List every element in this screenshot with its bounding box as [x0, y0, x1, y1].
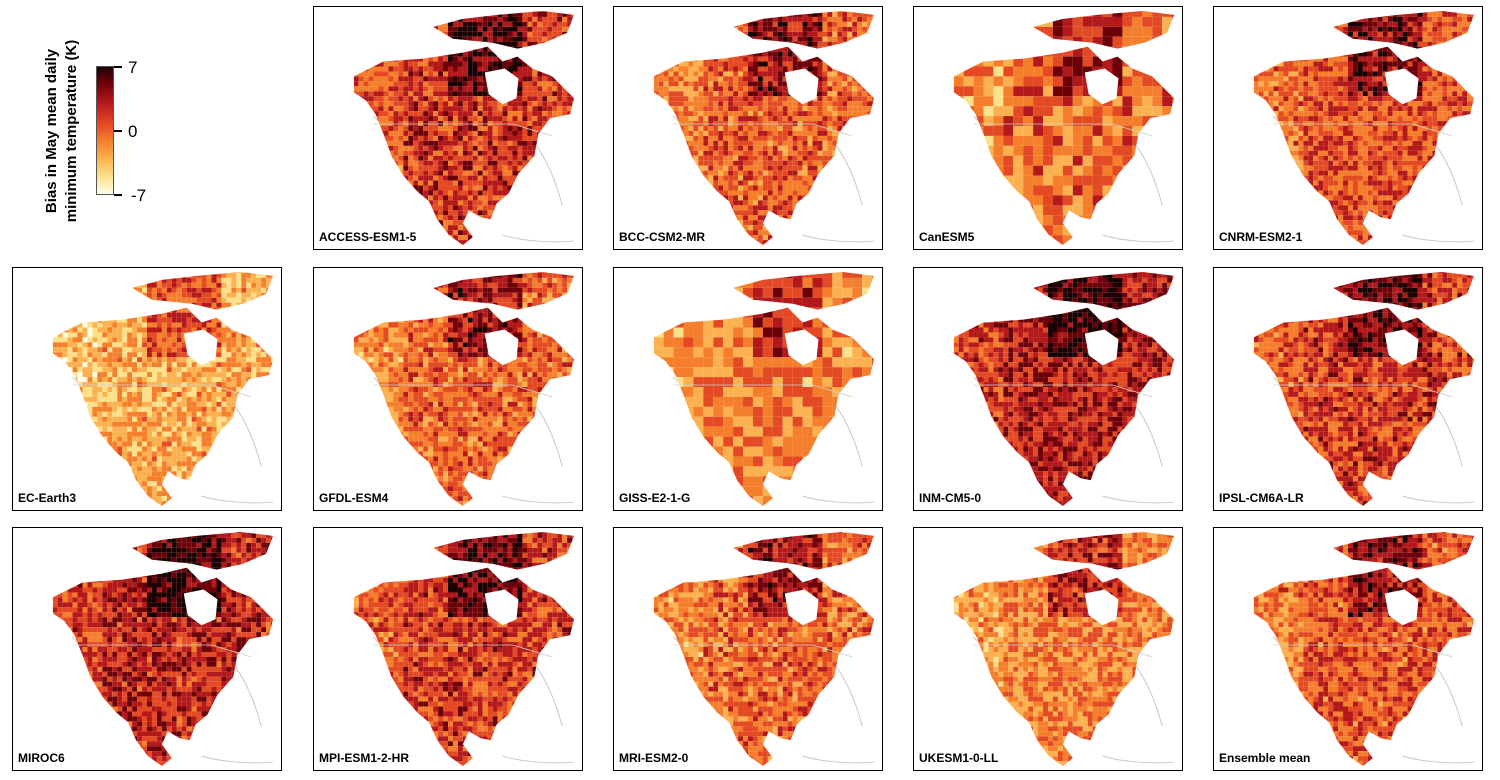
hudson-bay [784, 329, 819, 366]
map-panel: BCC-CSM2-MR [613, 6, 883, 250]
tick-mark-top [114, 66, 122, 68]
country-border [673, 123, 853, 137]
country-border [373, 123, 553, 137]
hudson-bay [1384, 589, 1419, 626]
hudson-bay [183, 329, 218, 366]
panel-label: MIROC6 [18, 751, 65, 765]
bias-grid [1253, 271, 1475, 507]
hudson-bay [784, 68, 819, 105]
map-panel: IPSL-CM6A-LR [1213, 267, 1483, 511]
bias-grid [1253, 531, 1475, 767]
panel-label: GFDL-ESM4 [319, 491, 388, 505]
bias-map [1253, 271, 1475, 507]
panel-label: ACCESS-ESM1-5 [319, 230, 416, 244]
hudson-bay [1084, 68, 1119, 105]
panel-label: GISS-E2-1-G [619, 491, 690, 505]
bias-grid [653, 271, 875, 507]
country-border [373, 644, 553, 658]
hudson-bay [484, 589, 519, 626]
bias-map [653, 10, 875, 246]
hudson-bay [183, 589, 218, 626]
panel-label: MPI-ESM1-2-HR [319, 751, 409, 765]
panel-label: CNRM-ESM2-1 [1219, 230, 1302, 244]
map-panel: CanESM5 [913, 6, 1183, 250]
bias-map [653, 531, 875, 767]
country-border [1273, 644, 1453, 658]
bias-grid [353, 10, 575, 246]
country-border [973, 123, 1153, 137]
map-panel: MRI-ESM2-0 [613, 527, 883, 771]
bias-map [653, 271, 875, 507]
hudson-bay [784, 589, 819, 626]
hudson-bay [484, 329, 519, 366]
bias-map [353, 10, 575, 246]
bias-grid [953, 531, 1175, 767]
country-border [1273, 384, 1453, 398]
panel-label: IPSL-CM6A-LR [1219, 491, 1304, 505]
bias-grid [653, 531, 875, 767]
bias-map [1253, 531, 1475, 767]
bias-grid [52, 271, 274, 507]
bias-map [953, 531, 1175, 767]
country-border [673, 644, 853, 658]
panel-label: INM-CM5-0 [919, 491, 981, 505]
hudson-bay [484, 68, 519, 105]
panel-label: UKESM1-0-LL [919, 751, 998, 765]
map-panel: Ensemble mean [1213, 527, 1483, 771]
bias-map [1253, 10, 1475, 246]
bias-map [353, 531, 575, 767]
country-border [373, 384, 553, 398]
tick-label-min: -7 [131, 187, 146, 204]
tick-mark-bottom [114, 194, 122, 196]
map-panel: EC-Earth3 [12, 267, 282, 511]
bias-grid [353, 531, 575, 767]
bias-map [353, 271, 575, 507]
colorbar [96, 66, 114, 195]
map-panel: MIROC6 [12, 527, 282, 771]
hudson-bay [1384, 329, 1419, 366]
hudson-bay [1384, 68, 1419, 105]
map-panel: GISS-E2-1-G [613, 267, 883, 511]
bias-grid [953, 10, 1175, 246]
tick-label-max: 7 [128, 59, 137, 76]
country-border [1273, 123, 1453, 137]
map-panel: CNRM-ESM2-1 [1213, 6, 1483, 250]
legend-title-container: Bias in May mean daily minimum temperatu… [42, 26, 102, 236]
legend-title: Bias in May mean daily minimum temperatu… [42, 26, 102, 236]
bias-map [953, 271, 1175, 507]
country-border [72, 644, 252, 658]
country-border [973, 644, 1153, 658]
bias-map [953, 10, 1175, 246]
tick-mark-mid [114, 130, 122, 132]
hudson-bay [1084, 589, 1119, 626]
panel-label: MRI-ESM2-0 [619, 751, 688, 765]
panel-label: CanESM5 [919, 230, 974, 244]
hudson-bay [1084, 329, 1119, 366]
panel-label: BCC-CSM2-MR [619, 230, 705, 244]
bias-grid [653, 10, 875, 246]
country-border [72, 384, 252, 398]
map-panel: ACCESS-ESM1-5 [313, 6, 583, 250]
colorbar-legend: Bias in May mean daily minimum temperatu… [0, 0, 300, 260]
bias-grid [52, 531, 274, 767]
country-border [673, 384, 853, 398]
map-panel: GFDL-ESM4 [313, 267, 583, 511]
map-panel: UKESM1-0-LL [913, 527, 1183, 771]
bias-map [52, 271, 274, 507]
tick-label-zero: 0 [128, 123, 137, 140]
panel-label: EC-Earth3 [18, 491, 76, 505]
map-panel: MPI-ESM1-2-HR [313, 527, 583, 771]
country-border [973, 384, 1153, 398]
bias-grid [1253, 10, 1475, 246]
panel-label: Ensemble mean [1219, 751, 1310, 765]
bias-grid [353, 271, 575, 507]
bias-map [52, 531, 274, 767]
map-panel: INM-CM5-0 [913, 267, 1183, 511]
bias-grid [953, 271, 1175, 507]
